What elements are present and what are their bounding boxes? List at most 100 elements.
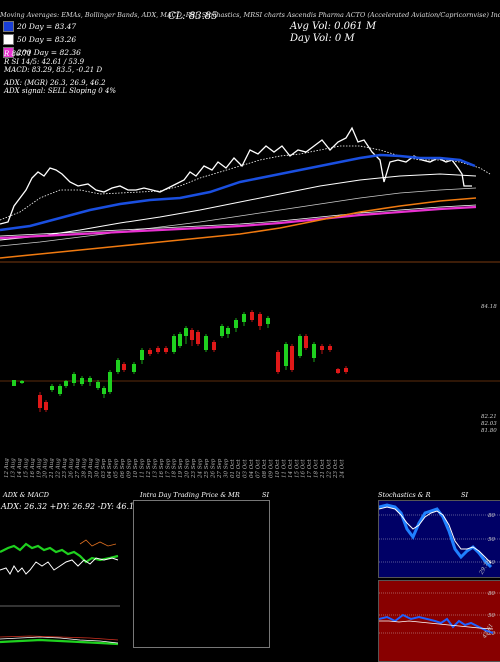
candle-body xyxy=(234,320,238,328)
rsi-line: R 86.71 xyxy=(4,50,32,58)
candle-body xyxy=(242,314,246,322)
date-label: 05 Sep xyxy=(114,458,120,478)
candle-body xyxy=(172,336,176,352)
date-label: 17 Oct xyxy=(307,459,313,478)
candle-body xyxy=(196,332,200,344)
stoch-level-50: 50 xyxy=(488,537,495,543)
adx-line-white xyxy=(0,557,119,575)
ema200-line xyxy=(0,205,477,240)
date-label: 12 Aug xyxy=(4,458,10,478)
date-label: 23 Aug xyxy=(62,458,68,479)
macd-line-white xyxy=(0,636,119,644)
rsi-level-20: 20 xyxy=(487,631,495,637)
date-label: 07 Oct xyxy=(256,459,262,478)
date-label: 19 Aug xyxy=(36,458,42,478)
candle-body xyxy=(122,364,126,370)
candle-body xyxy=(64,381,68,386)
date-label: 13 Aug xyxy=(10,458,16,478)
date-label: 22 Oct xyxy=(327,459,333,479)
candle-body xyxy=(320,346,324,350)
candle-body xyxy=(96,382,100,388)
date-label: 16 Aug xyxy=(30,458,36,478)
mrsi-line: R SI 14/5: 42.61 / 53.9 xyxy=(4,58,85,66)
date-label: 03 Sep xyxy=(101,458,107,478)
candle-body xyxy=(102,388,106,394)
candle-body xyxy=(88,378,92,382)
candle-body xyxy=(336,369,340,373)
date-label: 18 Sep xyxy=(172,458,178,478)
date-label: 25 Sep xyxy=(204,458,210,479)
date-label: 29 Aug xyxy=(88,458,94,479)
rsi-white-line xyxy=(379,620,494,630)
stoch-panel-si: SI xyxy=(461,491,469,499)
chart-header: Moving Averages: EMAs, Bollinger Bands, … xyxy=(0,11,500,19)
date-label: 10 Sep xyxy=(133,458,139,478)
candle-body xyxy=(328,346,332,350)
date-label: 19 Sep xyxy=(178,458,184,478)
price-low-label-3: 81.80 xyxy=(481,428,497,434)
date-label: 20 Aug xyxy=(43,458,49,479)
date-label: 26 Aug xyxy=(69,458,75,479)
date-label: 22 Aug xyxy=(56,458,62,479)
date-label: 18 Oct xyxy=(314,459,320,478)
price-low-label-2: 82.03 xyxy=(481,421,497,427)
candle-body xyxy=(72,374,76,383)
candle-body xyxy=(344,368,348,372)
date-label: 27 Aug xyxy=(75,458,81,479)
ma-dotted-line xyxy=(0,145,491,221)
date-label: 24 Sep xyxy=(198,458,204,479)
adx-plus-line xyxy=(0,542,119,564)
candle-body xyxy=(250,312,254,320)
date-label: 06 Sep xyxy=(120,458,126,478)
date-label: 02 Oct xyxy=(236,459,242,478)
date-label: 26 Sep xyxy=(210,458,216,479)
candle-body xyxy=(298,336,302,356)
rsi-panel: 80 50 20 42.61 xyxy=(378,580,500,662)
intra-panel-si: SI xyxy=(262,491,270,499)
legend-50day: 50 Day = 83.26 xyxy=(3,34,81,45)
date-label: 23 Sep xyxy=(191,458,197,479)
candle-body xyxy=(132,364,136,372)
candle-body xyxy=(284,344,288,366)
adx-signal-line: ADX signal: SELL Sloping 0 4% xyxy=(4,87,117,95)
date-label: 11 Oct xyxy=(281,459,287,478)
candle-body xyxy=(140,350,144,360)
candle-body xyxy=(50,386,54,390)
legend-200day: 200 Day = 82.36 xyxy=(3,47,81,58)
adx-panel-title: ADX & MACD xyxy=(3,491,49,499)
date-label: 14 Oct xyxy=(288,459,294,478)
date-label: 14 Aug xyxy=(17,458,23,478)
adx-macd-panel: ADX: 26.32 +DY: 26.92 -DY: 46.15 xyxy=(0,500,139,660)
adx-minus-line xyxy=(79,539,117,547)
legend-20day: 20 Day = 83.47 xyxy=(3,21,81,32)
date-label: 13 Sep xyxy=(152,458,158,478)
date-label: 04 Sep xyxy=(107,458,113,478)
candle-body xyxy=(44,402,48,410)
macd-line: MACD: 83.29, 83.5, -0.21 D xyxy=(4,66,103,74)
candle-body xyxy=(190,330,194,340)
candle-body xyxy=(178,334,182,346)
candle-body xyxy=(164,348,168,352)
candle-body xyxy=(184,328,188,336)
date-label: 27 Sep xyxy=(217,458,223,479)
ma-legend: 20 Day = 83.47 50 Day = 83.26 200 Day = … xyxy=(3,21,81,58)
candle-body xyxy=(266,318,270,324)
date-label: 17 Sep xyxy=(165,458,171,478)
main-chart: 84.18 82.21 82.03 81.80 12 Aug 13 Aug 14 A… xyxy=(0,126,500,479)
date-label: 03 Oct xyxy=(243,459,249,478)
ema50-line xyxy=(0,173,477,241)
date-label: 12 Sep xyxy=(146,458,152,478)
rsi-level-50: 50 xyxy=(488,613,495,619)
avg-vol-label: Avg Vol: 0.061 M xyxy=(290,21,377,32)
ema200-white-line xyxy=(0,204,477,237)
candles xyxy=(12,310,348,412)
stochastics-panel: 80 50 20 29.78 xyxy=(378,500,500,578)
candle-body xyxy=(116,360,120,372)
stoch-d-line xyxy=(379,506,492,564)
candle-body xyxy=(58,386,62,394)
adx-chart xyxy=(0,539,120,646)
date-label: 08 Oct xyxy=(262,459,268,478)
rsi-chart: 80 50 20 42.61 xyxy=(379,591,500,640)
stoch-panel-title: Stochastics & R xyxy=(378,491,431,499)
date-label: 28 Aug xyxy=(81,458,87,479)
